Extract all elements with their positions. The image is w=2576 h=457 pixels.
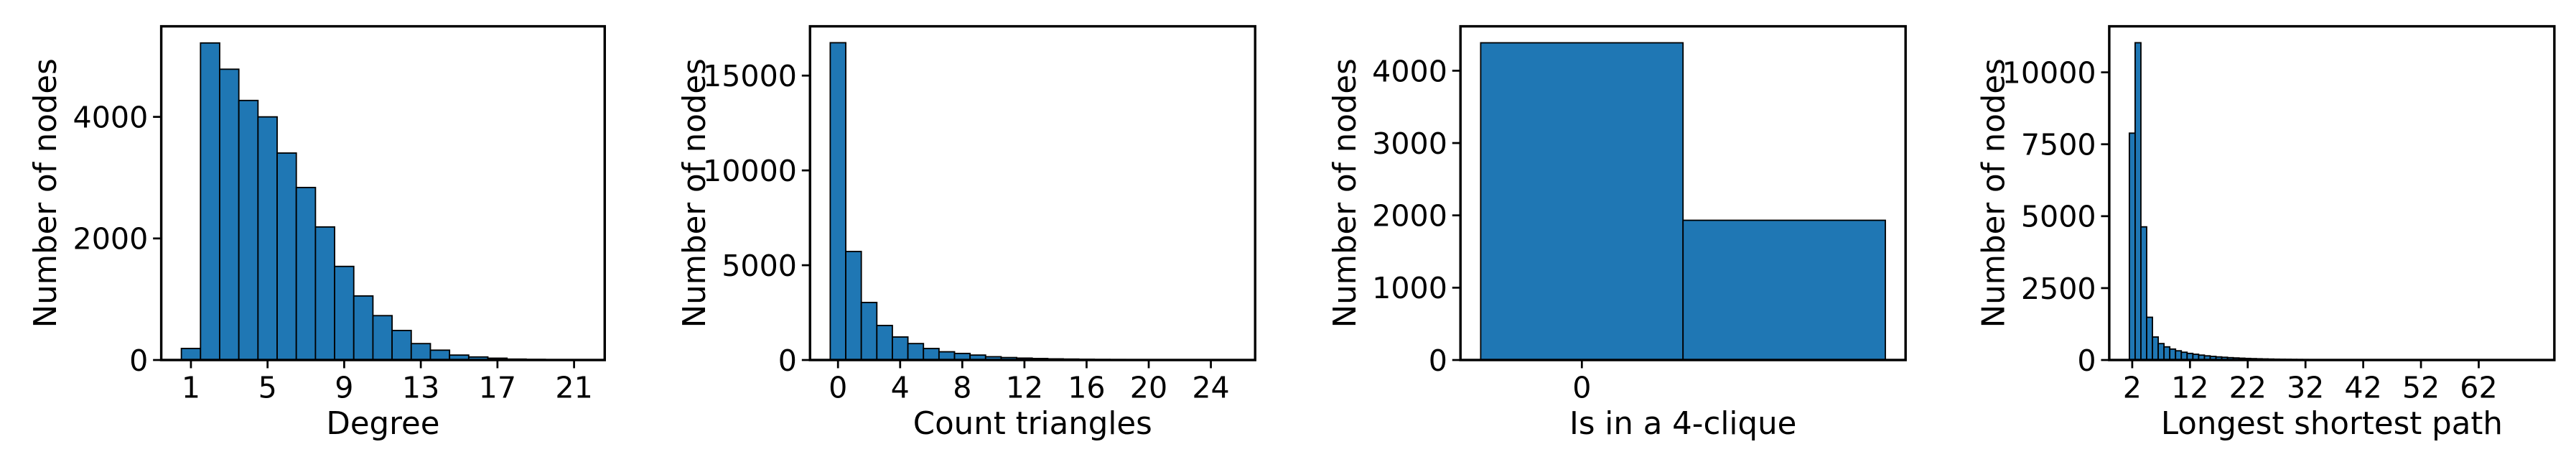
x-axis-label: Longest shortest path — [2161, 406, 2503, 442]
x-tick-label: 12 — [2171, 371, 2208, 405]
bar — [314, 226, 335, 361]
x-tick-label: 17 — [479, 371, 516, 405]
bar — [2152, 336, 2160, 361]
y-tick-label: 2500 — [2021, 272, 2096, 306]
y-tick-label: 2000 — [1372, 199, 1447, 234]
bar — [276, 152, 297, 361]
bar — [923, 348, 940, 361]
bar — [938, 351, 956, 361]
y-tick-label: 0 — [778, 343, 797, 378]
bar — [2140, 226, 2147, 361]
bar — [410, 343, 431, 361]
x-axis-label: Is in a 4-clique — [1569, 406, 1796, 442]
bar — [1682, 219, 1886, 361]
bar — [876, 325, 893, 361]
bar — [295, 187, 317, 361]
y-tick-label: 0 — [2077, 343, 2096, 378]
bar — [860, 302, 878, 361]
y-tick-label: 10000 — [703, 154, 797, 188]
y-tick-label: 15000 — [703, 59, 797, 93]
y-tick-label: 2000 — [73, 222, 149, 257]
bar — [2163, 346, 2171, 361]
bar — [829, 42, 846, 361]
bar — [219, 68, 240, 361]
y-tick-label: 7500 — [2021, 128, 2096, 162]
bar — [2169, 348, 2177, 361]
y-tick-label: 4000 — [73, 101, 149, 135]
bar — [2128, 132, 2136, 361]
x-tick-label: 12 — [1006, 371, 1043, 405]
panel: 2 12 22 32 42 52 62 0 2500 5000 7500 10000 Longest s… — [1976, 24, 2556, 442]
bar — [353, 295, 374, 361]
bar — [892, 336, 909, 361]
bar — [391, 329, 412, 361]
y-tick-label: 5000 — [2021, 200, 2096, 234]
y-axis-label: Number of nodes — [677, 58, 713, 328]
bar — [200, 42, 220, 361]
y-tick-label: 4000 — [1372, 54, 1447, 88]
x-tick-label: 9 — [335, 371, 353, 405]
x-tick-label: 21 — [555, 371, 592, 405]
x-axis-label: Degree — [326, 406, 439, 442]
bar — [180, 348, 202, 361]
x-tick-label: 2 — [2123, 371, 2142, 405]
axes-frame — [159, 24, 607, 361]
panel: 1 5 9 13 17 21 0 2000 4000 Degree Number of nodes — [28, 24, 607, 442]
bar — [372, 315, 393, 361]
x-tick-label: 16 — [1068, 371, 1105, 405]
bar — [257, 116, 278, 361]
bar — [2175, 350, 2183, 361]
x-tick-label: 20 — [1130, 371, 1167, 405]
x-tick-label: 0 — [1572, 371, 1591, 405]
bar — [2134, 42, 2142, 361]
y-tick-label: 0 — [1429, 343, 1447, 378]
x-tick-label: 8 — [953, 371, 971, 405]
x-tick-label: 52 — [2402, 371, 2440, 405]
bar — [845, 251, 862, 361]
panel: 0 0 1000 2000 3000 4000 Is in a 4-clique Number… — [1327, 24, 1907, 442]
y-axis-label: Number of nodes — [28, 58, 64, 328]
bar — [1480, 42, 1684, 361]
x-tick-label: 13 — [402, 371, 439, 405]
axes-frame — [808, 24, 1256, 361]
bar — [2146, 316, 2153, 361]
y-tick-label: 5000 — [722, 249, 797, 283]
x-tick-label: 5 — [258, 371, 277, 405]
bar — [907, 343, 925, 361]
panel: 0 4 8 12 16 20 24 0 5000 10000 15000 Count triangle… — [677, 24, 1256, 442]
x-tick-label: 24 — [1192, 371, 1229, 405]
x-tick-label: 32 — [2287, 371, 2324, 405]
y-tick-label: 1000 — [1372, 271, 1447, 305]
x-axis-label: Count triangles — [913, 406, 1152, 442]
y-tick-label: 10000 — [2002, 56, 2096, 91]
y-tick-label: 3000 — [1372, 126, 1447, 161]
y-axis-label: Number of nodes — [1976, 58, 2012, 328]
y-axis-label: Number of nodes — [1327, 58, 1363, 328]
x-tick-label: 0 — [829, 371, 847, 405]
x-tick-label: 62 — [2460, 371, 2497, 405]
axes-frame — [1459, 24, 1907, 361]
bar — [334, 265, 355, 361]
bar — [429, 349, 451, 361]
bar — [238, 99, 259, 361]
x-tick-label: 42 — [2344, 371, 2381, 405]
y-tick-label: 0 — [129, 343, 148, 378]
axes-frame — [2108, 24, 2556, 361]
bar — [2157, 343, 2165, 361]
x-tick-label: 4 — [891, 371, 910, 405]
x-tick-label: 1 — [182, 371, 200, 405]
x-tick-label: 22 — [2229, 371, 2267, 405]
